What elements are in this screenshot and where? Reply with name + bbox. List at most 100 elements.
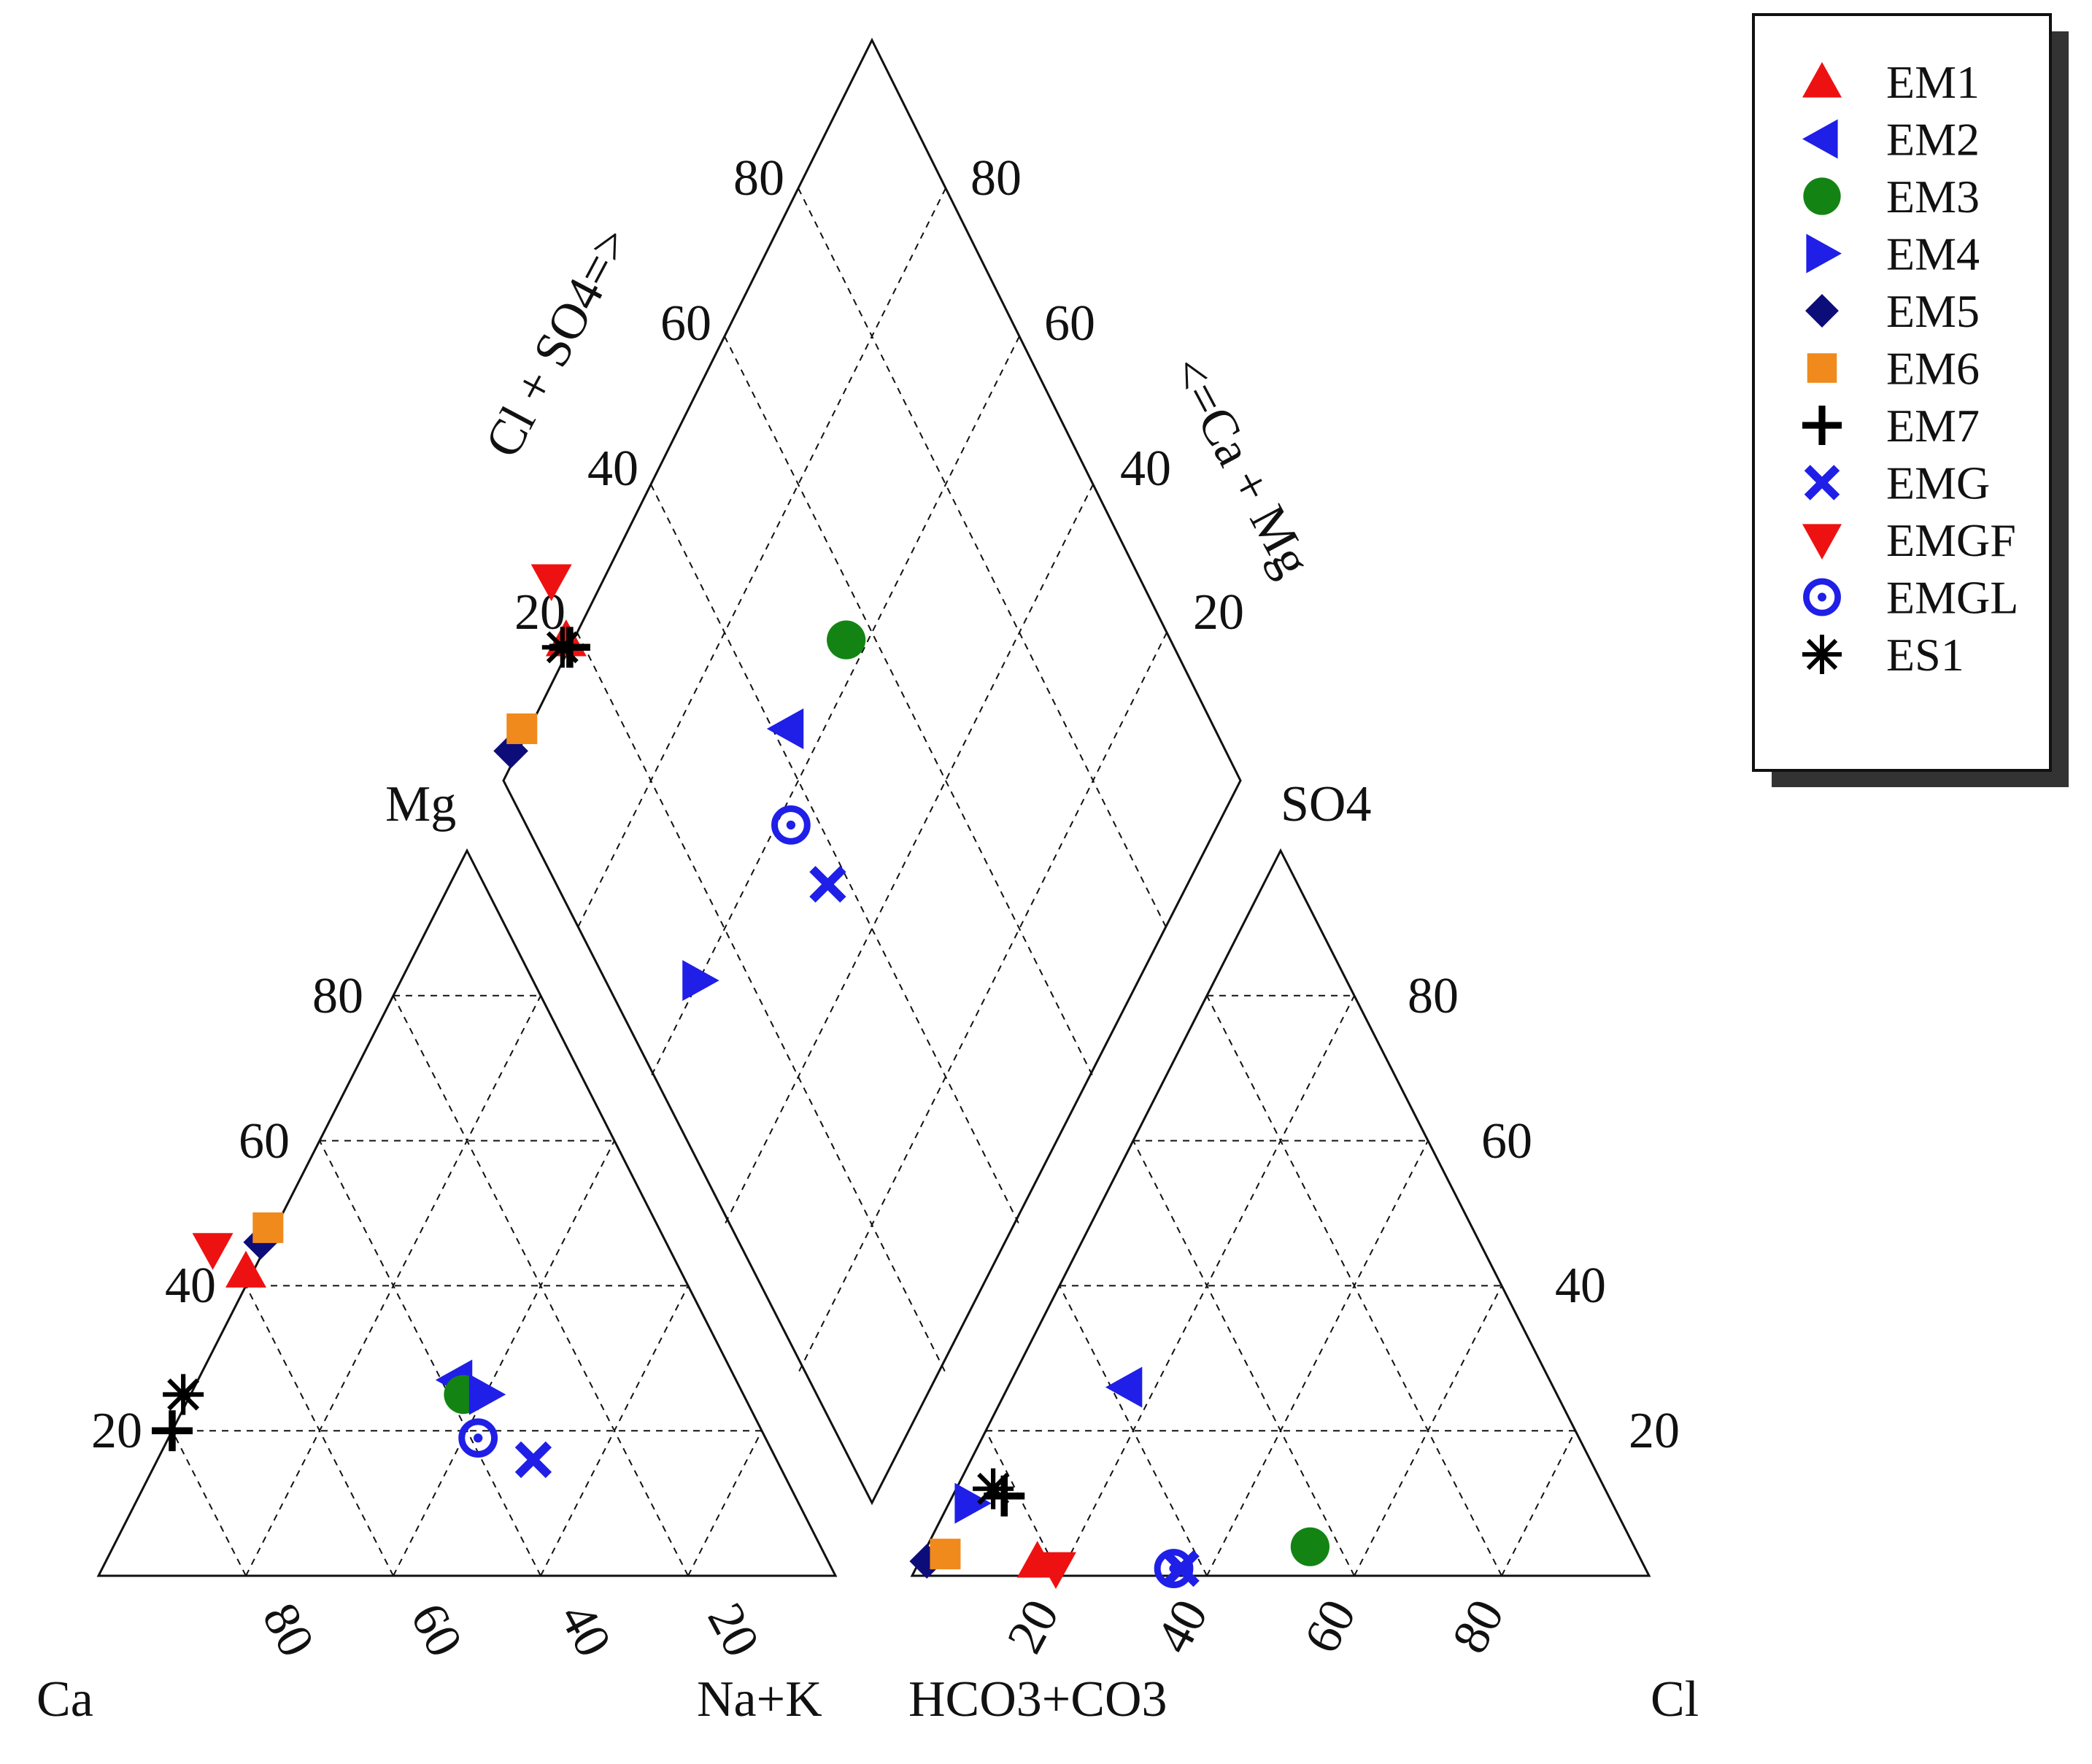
legend-marker-em2 — [1802, 119, 1838, 159]
legend-label-es1: ES1 — [1886, 629, 1964, 681]
legend-marker-em3 — [1803, 177, 1841, 215]
legend-marker-em4 — [1806, 233, 1842, 274]
marker-em1-cation — [225, 1250, 266, 1288]
marker-es1-cation — [163, 1374, 204, 1415]
anion-bottom-tick-80: 80 — [1442, 1590, 1516, 1662]
grid-line — [393, 995, 689, 1577]
marker-emg-cation — [514, 1441, 552, 1479]
marker-emgl-cation — [458, 1418, 498, 1458]
cation-bottom-tick-60: 60 — [399, 1594, 473, 1666]
diamond-left-tick-80: 80 — [733, 150, 784, 206]
legend-label-em1: EM1 — [1886, 56, 1980, 108]
grid-line — [650, 336, 1020, 1078]
marker-emg-anion — [1162, 1550, 1200, 1587]
diamond-right-tick-60: 60 — [1044, 295, 1095, 352]
label-so4: SO4 — [1281, 776, 1371, 832]
legend-label-emg: EMG — [1886, 457, 1990, 509]
marker-em7-anion — [984, 1475, 1025, 1517]
marker-emgl-anion — [1154, 1549, 1194, 1588]
anion-right-tick-20: 20 — [1629, 1403, 1680, 1459]
anion-bottom-tick-40: 40 — [1146, 1590, 1219, 1662]
cation-left-tick-60: 60 — [239, 1113, 290, 1169]
marker-em2-diamond — [766, 708, 804, 749]
anion-right-tick-40: 40 — [1555, 1258, 1606, 1314]
grid-line — [798, 632, 1167, 1374]
cation-left-tick-40: 40 — [165, 1258, 216, 1314]
legend-label-em2: EM2 — [1886, 114, 1980, 166]
label-na-k: Na+K — [697, 1671, 822, 1728]
legend-label-em4: EM4 — [1886, 228, 1980, 280]
legend-label-em6: EM6 — [1886, 343, 1980, 395]
legend-marker-em7 — [1802, 406, 1842, 445]
diamond-left-tick-60: 60 — [660, 295, 711, 352]
diamond-left-tick-40: 40 — [587, 441, 638, 497]
grid-line — [1501, 1430, 1576, 1577]
grid-line — [1206, 1140, 1429, 1577]
marker-emgl-diamond — [771, 805, 811, 845]
grid-line — [319, 1140, 541, 1577]
diamond-left-tick-20: 20 — [514, 584, 566, 641]
diamond-right-axis-label: <=Ca + Mg — [1159, 347, 1321, 585]
grid-line — [724, 484, 1094, 1226]
grid-line — [171, 1430, 247, 1577]
marker-es1-diamond — [541, 627, 583, 668]
legend-label-em7: EM7 — [1886, 400, 1980, 452]
grid-line — [393, 1140, 615, 1577]
legend-marker-emgf — [1802, 524, 1842, 560]
diamond-right-tick-40: 40 — [1120, 441, 1171, 497]
marker-em2-anion — [1105, 1366, 1143, 1408]
anion-bottom-tick-60: 60 — [1294, 1590, 1367, 1662]
marker-es1-anion — [973, 1468, 1014, 1509]
anion-right-tick-80: 80 — [1408, 968, 1459, 1024]
marker-emgf-cation — [192, 1233, 233, 1270]
marker-em4-cation — [468, 1374, 506, 1415]
label-cl: Cl — [1651, 1671, 1699, 1728]
diamond-right-tick-80: 80 — [970, 150, 1022, 206]
marker-em3-anion — [1290, 1527, 1329, 1566]
grid-line — [687, 1430, 763, 1577]
diamond-right-tick-20: 20 — [1193, 584, 1244, 641]
marker-em4-anion — [954, 1482, 992, 1524]
diamond-left-axis-label: Cl + SO4=> — [474, 218, 642, 466]
grid-line — [576, 632, 946, 1374]
diamond — [502, 37, 1242, 1506]
legend-label-emgf: EMGF — [1886, 514, 2016, 566]
label-ca: Ca — [36, 1671, 93, 1728]
legend-marker-em6 — [1807, 353, 1837, 383]
cation-bottom-tick-20: 20 — [696, 1594, 770, 1666]
grid-line — [1132, 1140, 1355, 1577]
legend-marker-emg — [1804, 465, 1840, 500]
anion-bottom-tick-20: 20 — [997, 1590, 1070, 1662]
legend-marker-emgl — [1803, 578, 1841, 616]
legend-label-em3: EM3 — [1886, 171, 1980, 223]
marker-em6-diamond — [506, 713, 538, 744]
marker-emg-diamond — [809, 865, 846, 903]
marker-em6-cation — [252, 1212, 284, 1243]
legend-marker-em1 — [1802, 62, 1842, 98]
marker-em5-anion — [909, 1544, 944, 1579]
cation-left-tick-80: 80 — [312, 968, 363, 1024]
marker-em3-diamond — [827, 620, 866, 659]
legend-marker-es1 — [1802, 635, 1842, 674]
grid-line — [1206, 995, 1502, 1577]
marker-em7-cation — [152, 1410, 193, 1452]
cation-bottom-tick-40: 40 — [548, 1594, 622, 1666]
anion-triangle — [910, 848, 1651, 1577]
legend-box — [1752, 13, 2052, 772]
grid-line — [724, 336, 1094, 1078]
label-hco3-co3: HCO3+CO3 — [908, 1671, 1167, 1728]
grid-line — [576, 187, 946, 929]
legend-label-emgl: EMGL — [1886, 572, 2018, 624]
grid-line — [650, 484, 1020, 1226]
grid-line — [798, 187, 1167, 929]
anion-right-tick-60: 60 — [1481, 1113, 1532, 1169]
legend-label-em5: EM5 — [1886, 285, 1980, 337]
marker-emgf-anion — [1035, 1552, 1076, 1590]
grid-line — [1059, 1285, 1208, 1577]
cation-bottom-tick-80: 80 — [251, 1594, 325, 1666]
data-markers — [152, 564, 1329, 1590]
label-mg: Mg — [385, 776, 456, 832]
grid-line — [985, 1430, 1060, 1577]
